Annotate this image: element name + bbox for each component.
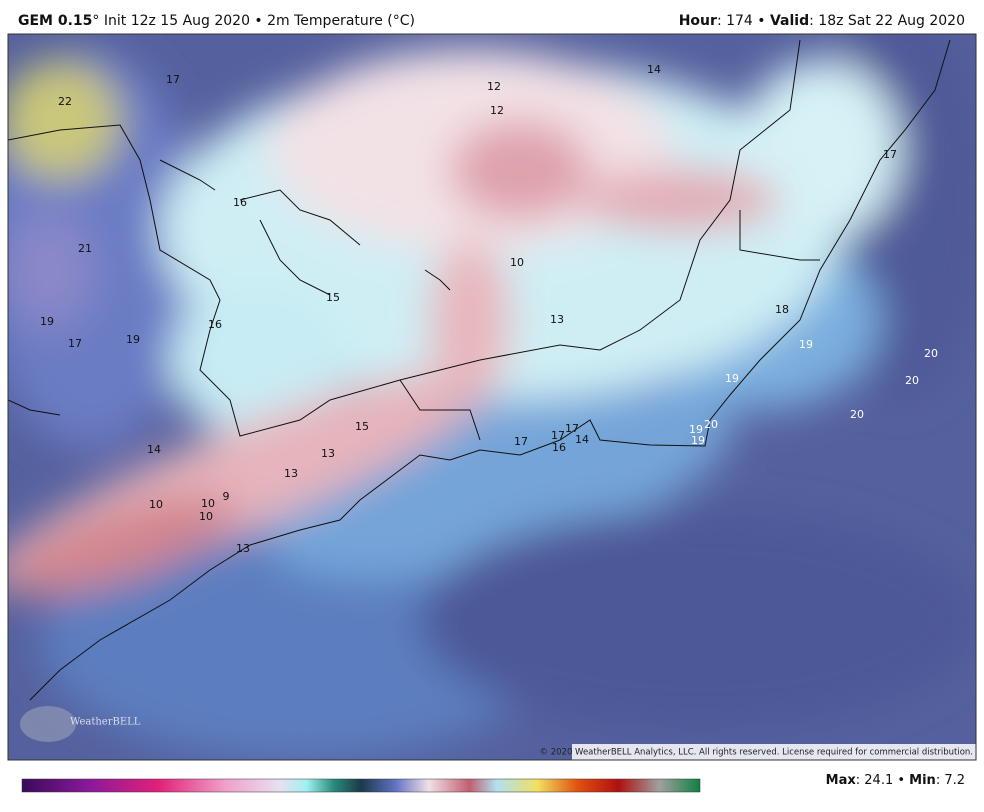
station-value: 10 <box>510 256 524 269</box>
station-value: 10 <box>201 497 215 510</box>
station-value: 19 <box>725 372 739 385</box>
station-value: 12 <box>490 104 504 117</box>
station-value: 20 <box>704 418 718 431</box>
station-value: 19 <box>689 423 703 436</box>
station-value: 17 <box>883 148 897 161</box>
station-value: 14 <box>575 433 589 446</box>
station-value: 17 <box>166 73 180 86</box>
stats: Max: 24.1 • Min: 7.2 <box>826 773 965 788</box>
header-title: GEM 0.15° Init 12z 15 Aug 2020 • 2m Temp… <box>18 13 415 29</box>
station-value: 15 <box>355 420 369 433</box>
logo: WeatherBELL <box>70 717 141 728</box>
station-value: 19 <box>691 434 705 447</box>
station-value: 16 <box>552 441 566 454</box>
label-text: : 24.1 • <box>856 773 909 788</box>
station-value: 19 <box>126 333 140 346</box>
label-bold: Max <box>826 773 857 788</box>
station-value: 19 <box>799 338 813 351</box>
colorbar <box>21 778 701 793</box>
label-bold: Min <box>909 773 936 788</box>
station-value: 17 <box>514 435 528 448</box>
label-bold: Valid <box>770 13 809 29</box>
station-value: 10 <box>199 510 213 523</box>
label-text: : 18z Sat 22 Aug 2020 <box>809 13 965 29</box>
station-value: 22 <box>58 95 72 108</box>
label-text: : 174 • <box>717 13 770 29</box>
station-value: 18 <box>775 303 789 316</box>
label-text: : 7.2 <box>936 773 965 788</box>
station-value: 19 <box>40 315 54 328</box>
station-value: 15 <box>326 291 340 304</box>
copyright: © 2020 WeatherBELL Analytics, LLC. All r… <box>540 748 973 758</box>
station-value: 21 <box>78 242 92 255</box>
station-value: 17 <box>68 337 82 350</box>
station-value: 20 <box>924 347 938 360</box>
header-valid: Hour: 174 • Valid: 18z Sat 22 Aug 2020 <box>679 13 965 29</box>
station-value: 9 <box>223 490 230 503</box>
station-value: 17 <box>551 429 565 442</box>
station-value: 17 <box>565 422 579 435</box>
station-value: 10 <box>149 498 163 511</box>
station-value: 16 <box>233 196 247 209</box>
label-bold: Hour <box>679 13 717 29</box>
model: GEM 0.15 <box>18 13 92 29</box>
station-value: 16 <box>208 318 222 331</box>
station-value: 13 <box>284 467 298 480</box>
description: ° Init 12z 15 Aug 2020 • 2m Temperature … <box>92 13 415 29</box>
station-value: 13 <box>550 313 564 326</box>
station-value: 14 <box>647 63 661 76</box>
station-value: 13 <box>236 542 250 555</box>
station-value: 14 <box>147 443 161 456</box>
station-value: 12 <box>487 80 501 93</box>
station-value: 13 <box>321 447 335 460</box>
station-value: 20 <box>850 408 864 421</box>
station-value: 20 <box>905 374 919 387</box>
